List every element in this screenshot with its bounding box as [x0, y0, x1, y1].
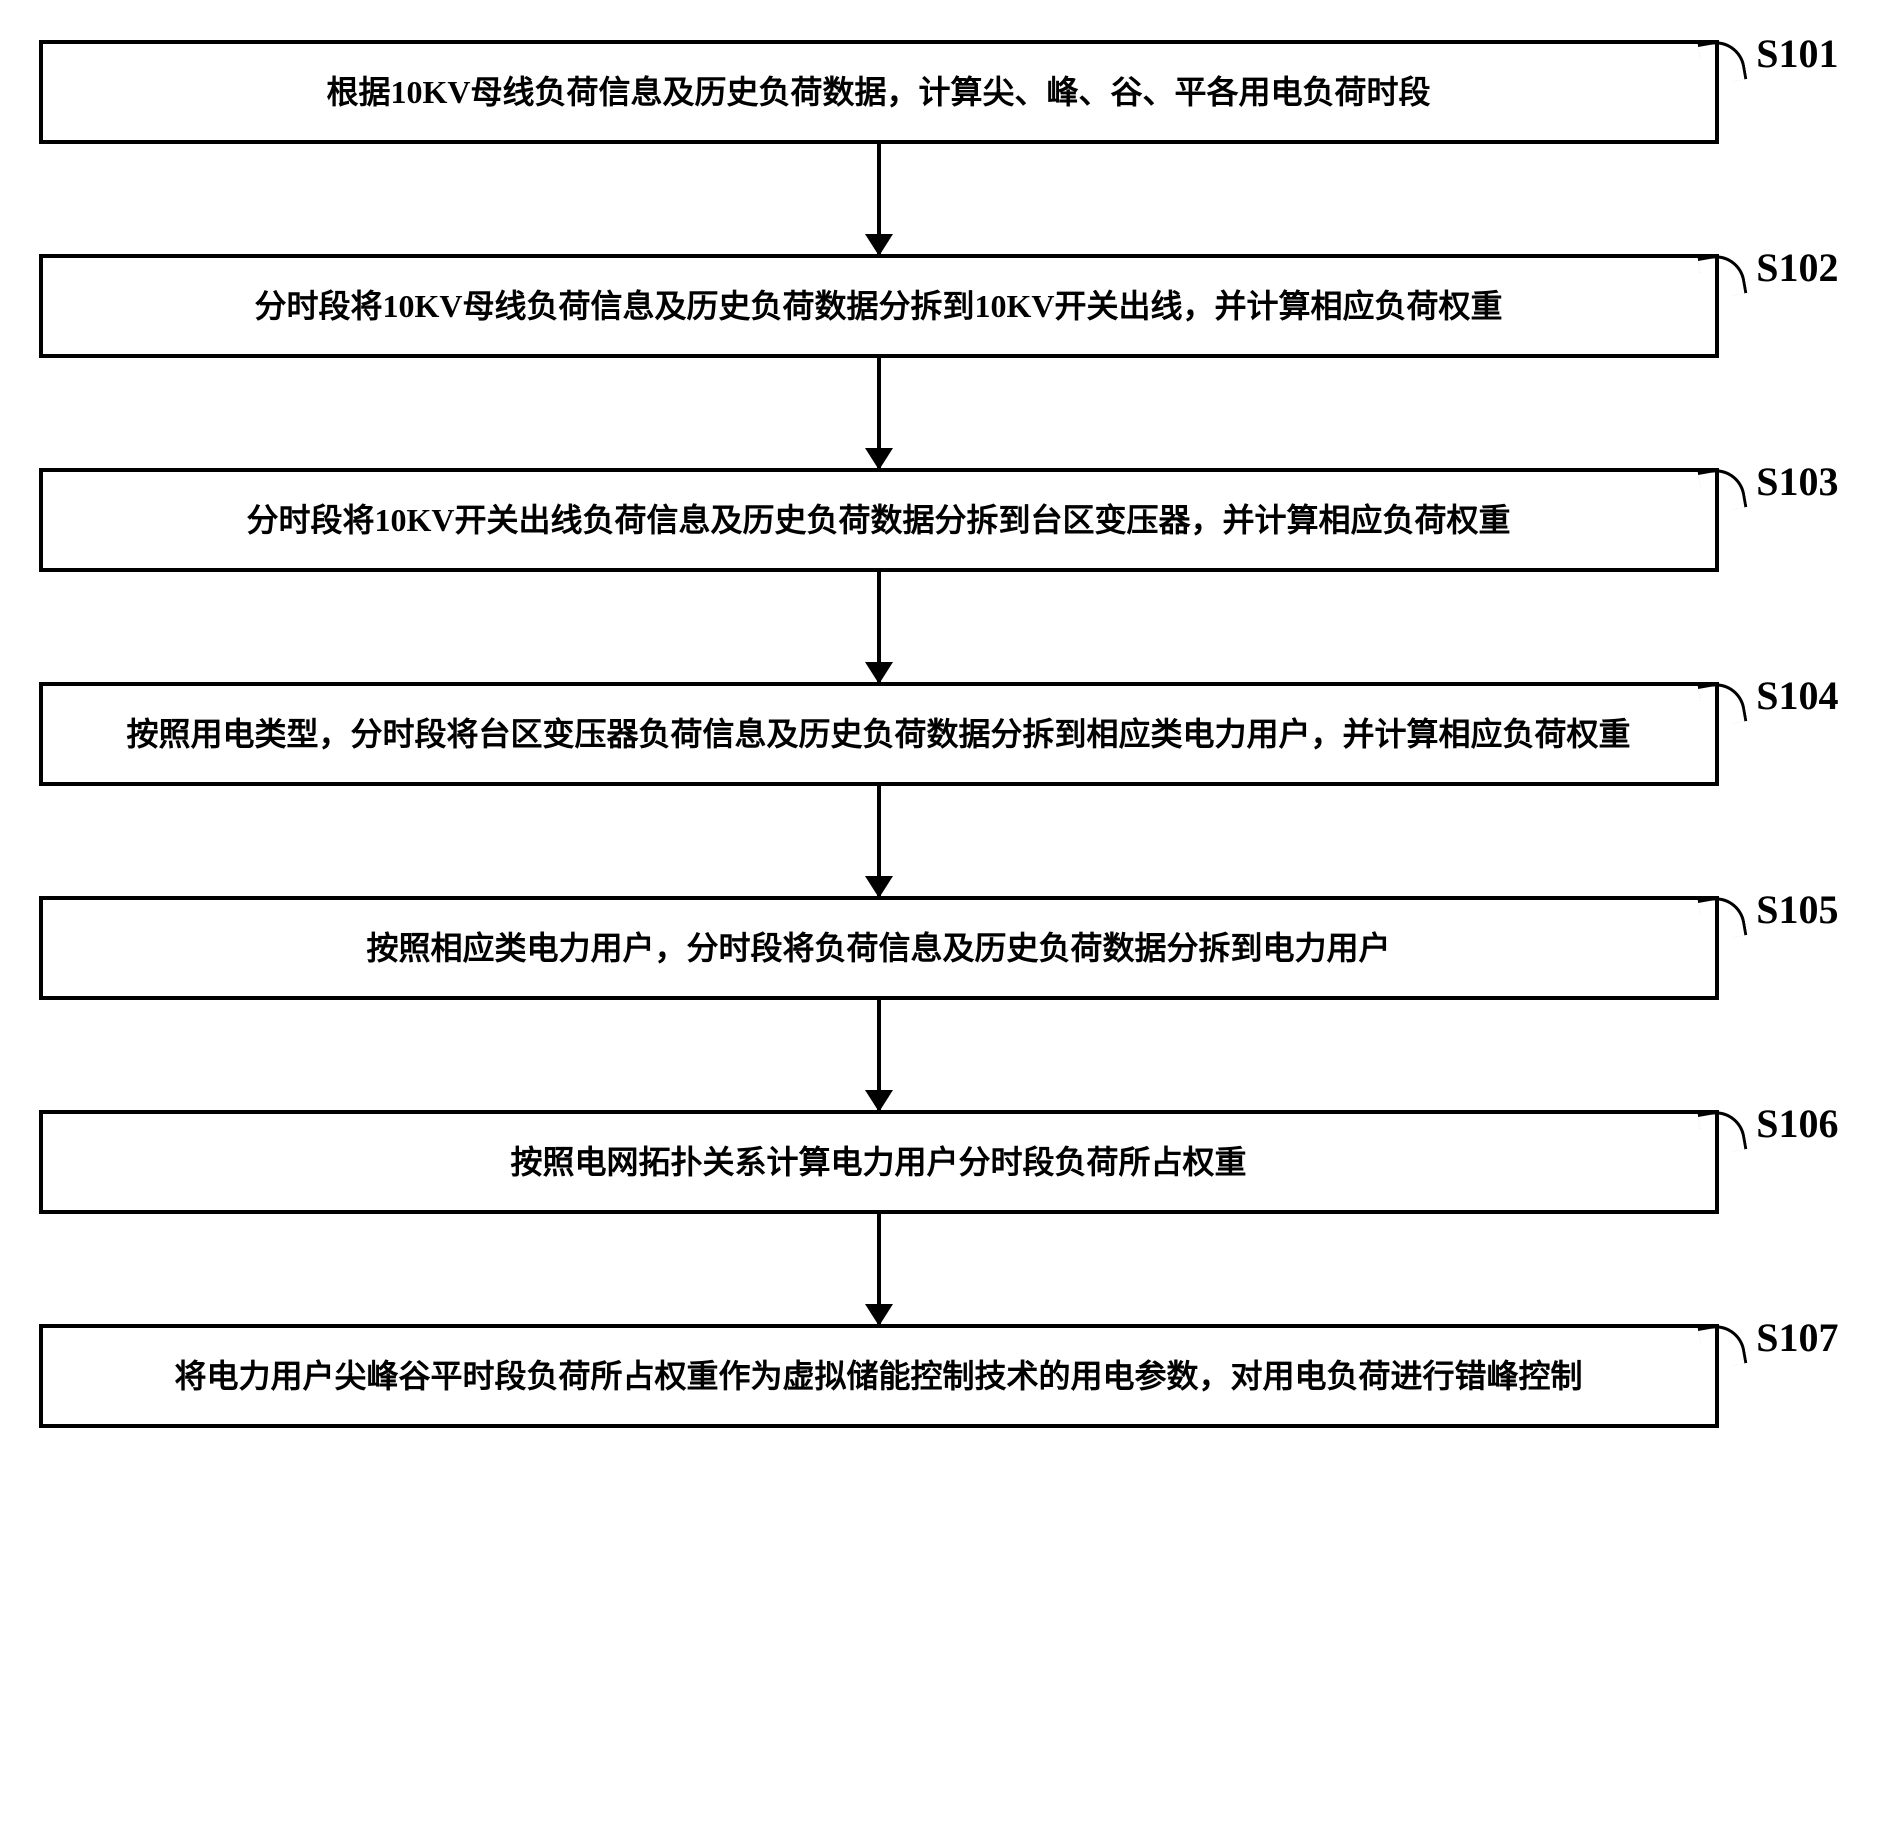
step-row-s106: 按照电网拓扑关系计算电力用户分时段负荷所占权重 S106 [39, 1110, 1839, 1214]
step-row-s102: 分时段将10KV母线负荷信息及历史负荷数据分拆到10KV开关出线，并计算相应负荷… [39, 254, 1839, 358]
connector-curve [1697, 679, 1747, 729]
flowchart-container: 根据10KV母线负荷信息及历史负荷数据，计算尖、峰、谷、平各用电负荷时段 S10… [39, 40, 1839, 1428]
connector-curve [1697, 1321, 1747, 1371]
connector-curve [1697, 37, 1747, 87]
step-box: 按照电网拓扑关系计算电力用户分时段负荷所占权重 [39, 1110, 1719, 1214]
step-label: S103 [1756, 458, 1838, 505]
step-text: 根据10KV母线负荷信息及历史负荷数据，计算尖、峰、谷、平各用电负荷时段 [326, 68, 1430, 116]
arrow-down-icon [877, 572, 881, 682]
step-box: 分时段将10KV开关出线负荷信息及历史负荷数据分拆到台区变压器，并计算相应负荷权… [39, 468, 1719, 572]
step-text: 将电力用户尖峰谷平时段负荷所占权重作为虚拟储能控制技术的用电参数，对用电负荷进行… [174, 1352, 1582, 1400]
step-text: 分时段将10KV开关出线负荷信息及历史负荷数据分拆到台区变压器，并计算相应负荷权… [246, 496, 1510, 544]
step-box: 根据10KV母线负荷信息及历史负荷数据，计算尖、峰、谷、平各用电负荷时段 [39, 40, 1719, 144]
arrow-wrap [39, 1000, 1839, 1110]
arrow-down-icon [877, 1214, 881, 1324]
arrow-wrap [39, 358, 1839, 468]
step-text: 按照电网拓扑关系计算电力用户分时段负荷所占权重 [510, 1138, 1246, 1186]
arrow-wrap [39, 786, 1839, 896]
arrow-wrap [39, 572, 1839, 682]
arrow-down-icon [877, 786, 881, 896]
step-box: 按照相应类电力用户，分时段将负荷信息及历史负荷数据分拆到电力用户 [39, 896, 1719, 1000]
step-row-s104: 按照用电类型，分时段将台区变压器负荷信息及历史负荷数据分拆到相应类电力用户，并计… [39, 682, 1839, 786]
step-box: 按照用电类型，分时段将台区变压器负荷信息及历史负荷数据分拆到相应类电力用户，并计… [39, 682, 1719, 786]
arrow-wrap [39, 144, 1839, 254]
step-box: 将电力用户尖峰谷平时段负荷所占权重作为虚拟储能控制技术的用电参数，对用电负荷进行… [39, 1324, 1719, 1428]
arrow-down-icon [877, 1000, 881, 1110]
step-row-s105: 按照相应类电力用户，分时段将负荷信息及历史负荷数据分拆到电力用户 S105 [39, 896, 1839, 1000]
step-text: 按照用电类型，分时段将台区变压器负荷信息及历史负荷数据分拆到相应类电力用户，并计… [126, 710, 1630, 758]
step-label: S106 [1756, 1100, 1838, 1147]
connector-curve [1697, 465, 1747, 515]
step-text: 分时段将10KV母线负荷信息及历史负荷数据分拆到10KV开关出线，并计算相应负荷… [254, 282, 1502, 330]
step-label: S107 [1756, 1314, 1838, 1361]
arrow-wrap [39, 1214, 1839, 1324]
connector-curve [1697, 251, 1747, 301]
arrow-down-icon [877, 358, 881, 468]
step-row-s101: 根据10KV母线负荷信息及历史负荷数据，计算尖、峰、谷、平各用电负荷时段 S10… [39, 40, 1839, 144]
step-label: S101 [1756, 30, 1838, 77]
step-label: S105 [1756, 886, 1838, 933]
step-label: S104 [1756, 672, 1838, 719]
step-text: 按照相应类电力用户，分时段将负荷信息及历史负荷数据分拆到电力用户 [366, 924, 1390, 972]
connector-curve [1697, 1107, 1747, 1157]
step-label: S102 [1756, 244, 1838, 291]
step-box: 分时段将10KV母线负荷信息及历史负荷数据分拆到10KV开关出线，并计算相应负荷… [39, 254, 1719, 358]
connector-curve [1697, 893, 1747, 943]
step-row-s103: 分时段将10KV开关出线负荷信息及历史负荷数据分拆到台区变压器，并计算相应负荷权… [39, 468, 1839, 572]
arrow-down-icon [877, 144, 881, 254]
step-row-s107: 将电力用户尖峰谷平时段负荷所占权重作为虚拟储能控制技术的用电参数，对用电负荷进行… [39, 1324, 1839, 1428]
